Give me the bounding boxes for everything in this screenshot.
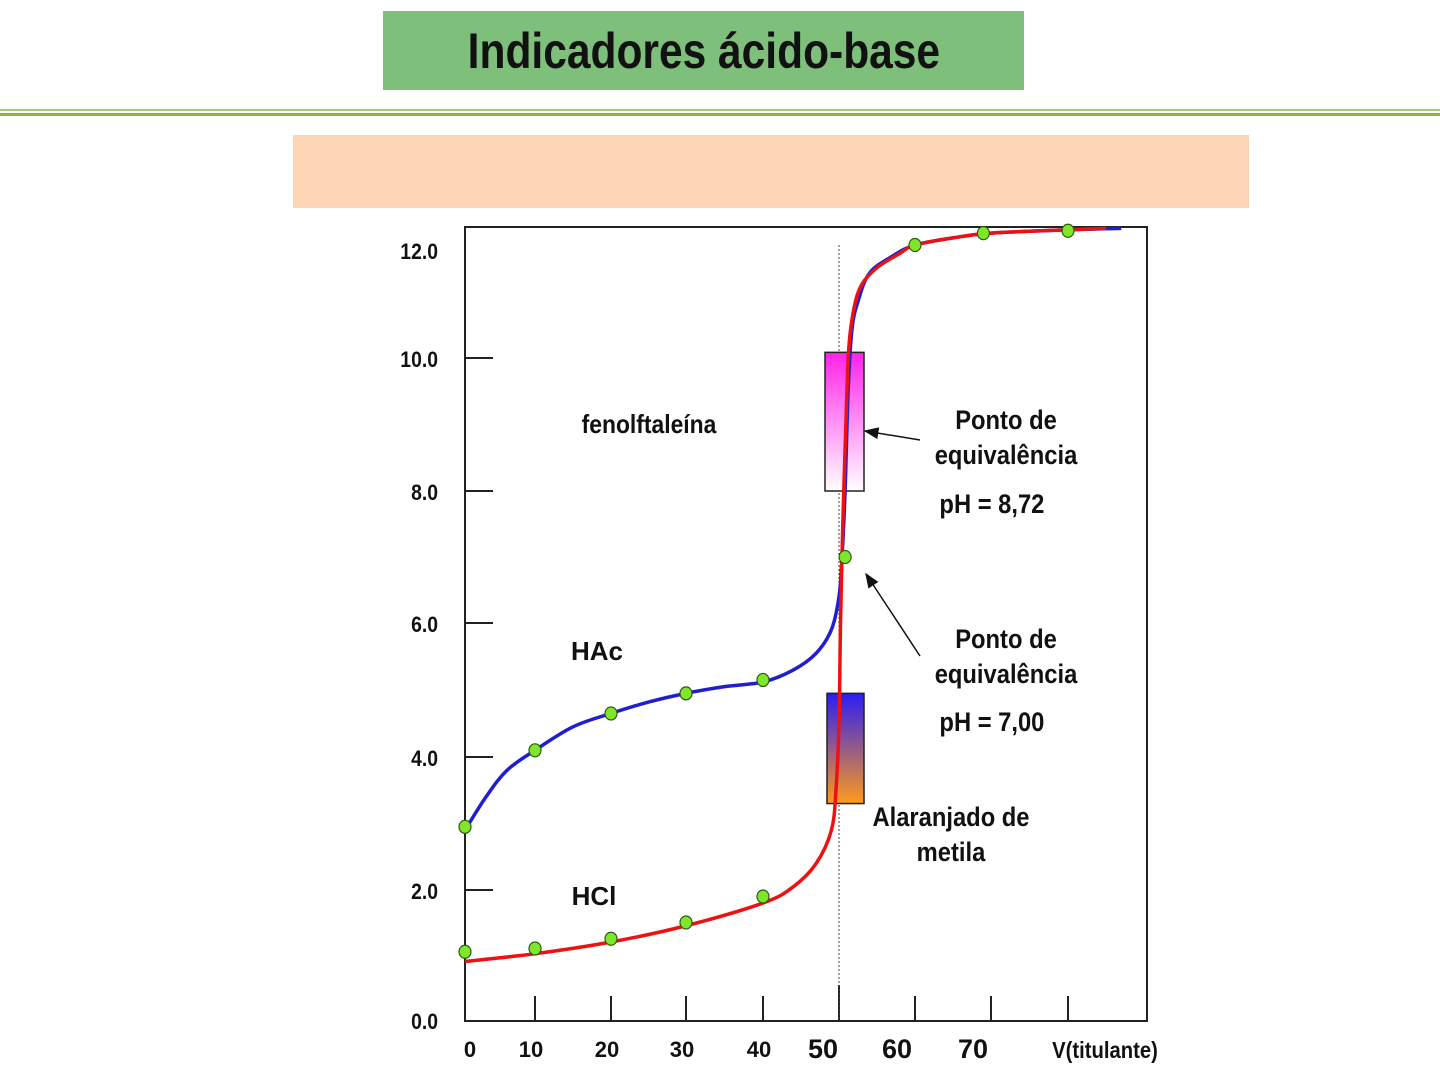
indicator-range-alaranjado-de-metila — [826, 692, 865, 805]
x-tick-label: 30 — [670, 1037, 694, 1062]
x-tick-label: 60 — [882, 1034, 912, 1064]
eq2-ph: pH = 7,00 — [939, 708, 1044, 738]
y-tick-label: 12.0 — [400, 240, 438, 264]
x-tick-label: 50 — [808, 1034, 838, 1064]
data-point-hac — [838, 549, 852, 565]
label-fenolftaleina: fenolftaleína — [582, 411, 717, 440]
data-point-hcl — [756, 889, 770, 904]
y-tick-label: 2.0 — [411, 880, 438, 904]
eq2-line2: equivalência — [935, 660, 1078, 690]
data-point-hcl — [679, 915, 693, 930]
slide-title: Indicadores ácido-base — [467, 22, 940, 79]
y-tick-label: 4.0 — [411, 747, 438, 771]
x-tick-label: 20 — [595, 1037, 619, 1062]
data-point-hac — [976, 226, 991, 241]
data-point-hac — [604, 706, 618, 721]
x-tick-label: 10 — [519, 1037, 543, 1062]
data-point-hcl — [604, 931, 618, 946]
x-tick-label: 40 — [747, 1037, 771, 1062]
label-hcl: HCl — [572, 881, 617, 911]
arrow-eq1 — [863, 427, 921, 441]
mo-line1: Alaranjado de — [872, 803, 1029, 833]
curve-hac — [463, 226, 1122, 832]
y-tick-label: 0.0 — [411, 1010, 438, 1034]
data-point-hac — [908, 237, 922, 253]
data-point-hac — [679, 686, 693, 701]
annotation-methyl-orange: Alaranjado de metila — [872, 803, 1029, 868]
data-point-hac — [458, 819, 472, 834]
y-tick-label: 8.0 — [411, 481, 438, 505]
eq1-ph: pH = 8,72 — [939, 490, 1044, 520]
data-point-hcl — [458, 944, 472, 959]
subtitle-box — [293, 135, 1249, 208]
x-axis-label: V(titulante) — [1052, 1037, 1158, 1064]
divider-line — [0, 109, 1440, 111]
data-point-hac — [756, 672, 770, 688]
data-point-hac — [528, 743, 542, 758]
eq2-line1: Ponto de — [955, 625, 1057, 655]
mo-line2: metila — [917, 838, 986, 868]
arrow-eq2 — [865, 572, 921, 657]
curve-hcl — [464, 226, 1107, 964]
annotation-eq-hcl: Ponto de equivalência pH = 7,00 — [935, 625, 1078, 738]
annotation-eq-phenolphthalein: Ponto de equivalência pH = 8,72 — [935, 406, 1078, 520]
x-tick-label: 70 — [958, 1034, 988, 1064]
label-hac: HAc — [571, 636, 623, 666]
data-point-hac — [1061, 223, 1075, 238]
y-tick-label: 6.0 — [411, 613, 438, 637]
eq1-line1: Ponto de — [955, 406, 1057, 436]
x-tick-label: 0 — [464, 1037, 476, 1062]
y-tick-label: 10.0 — [400, 348, 438, 372]
divider-line-thick — [0, 113, 1440, 116]
title-banner: Indicadores ácido-base — [383, 11, 1024, 90]
data-point-hcl — [528, 941, 542, 956]
eq1-line2: equivalência — [935, 441, 1078, 471]
